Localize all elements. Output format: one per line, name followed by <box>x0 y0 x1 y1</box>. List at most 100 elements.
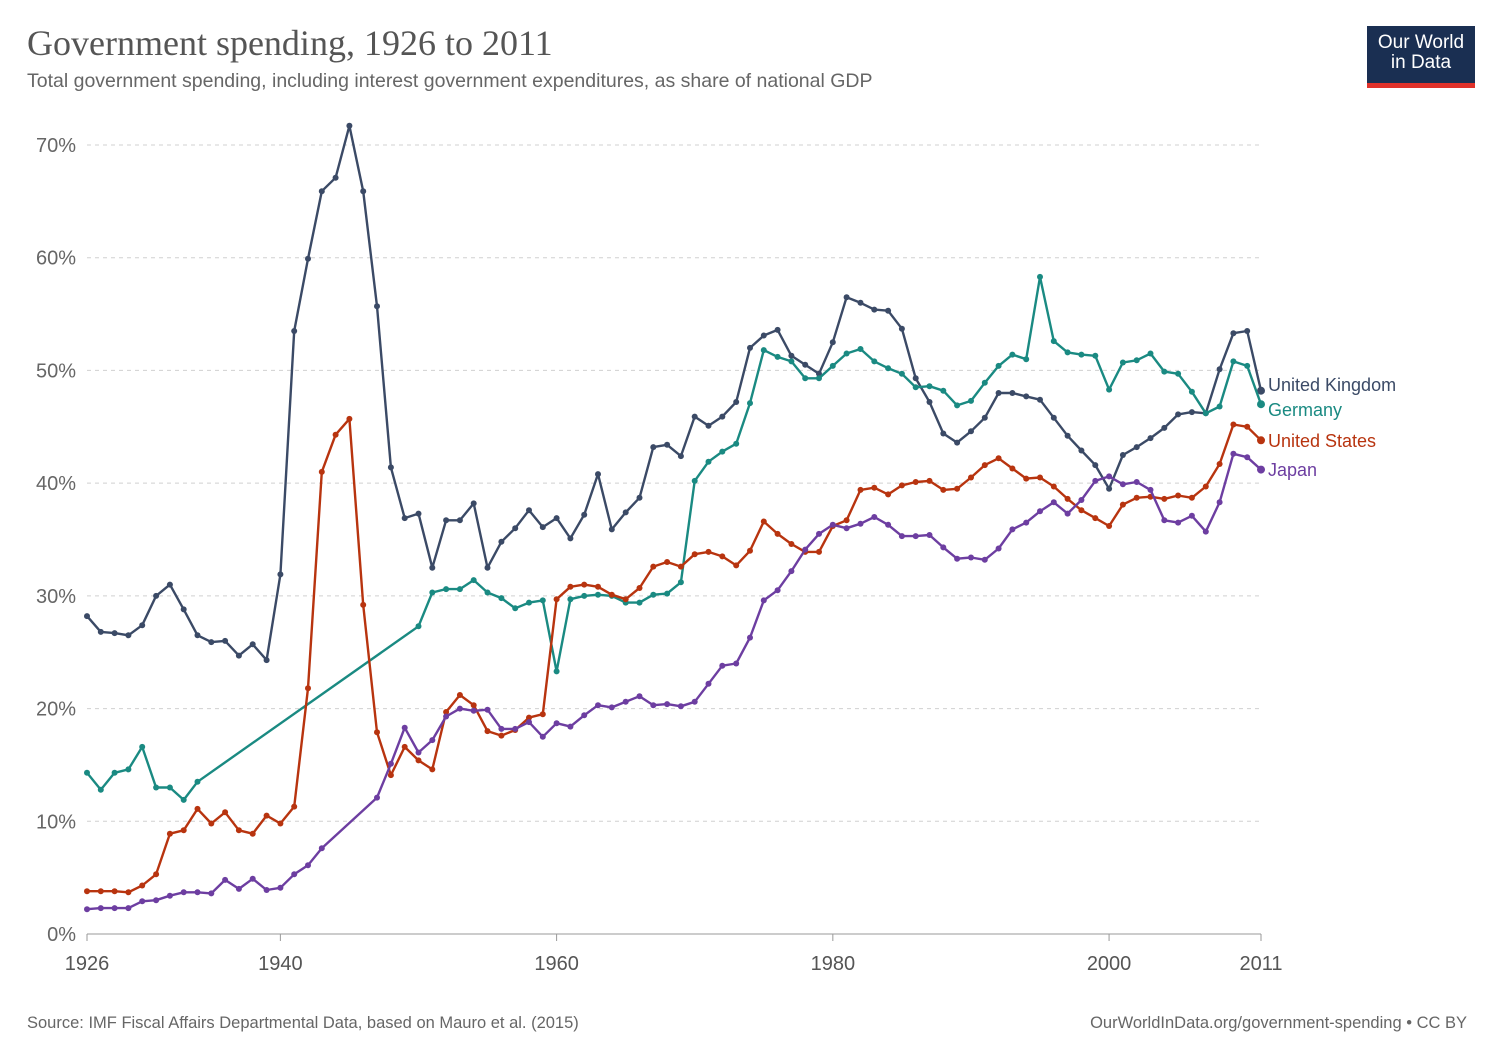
germany-point[interactable] <box>636 599 643 606</box>
germany-point[interactable] <box>1147 350 1154 357</box>
united-kingdom-point[interactable] <box>470 500 477 507</box>
united-kingdom-line[interactable] <box>86 124 1263 662</box>
united-states-point[interactable] <box>1023 475 1030 482</box>
germany-point[interactable] <box>677 579 684 586</box>
japan-point[interactable] <box>443 713 450 720</box>
united-states-point[interactable] <box>166 830 173 837</box>
japan-point[interactable] <box>1216 499 1223 506</box>
united-kingdom-point[interactable] <box>885 307 892 314</box>
united-kingdom-point[interactable] <box>829 339 836 346</box>
united-kingdom-point[interactable] <box>1050 414 1057 421</box>
germany-point[interactable] <box>180 796 187 803</box>
germany-point[interactable] <box>139 743 146 750</box>
germany-point[interactable] <box>498 595 505 602</box>
japan-point[interactable] <box>539 733 546 740</box>
united-states-point[interactable] <box>470 702 477 709</box>
japan-point[interactable] <box>677 703 684 710</box>
japan-point[interactable] <box>429 737 436 744</box>
germany-point[interactable] <box>912 384 919 391</box>
united-kingdom-point[interactable] <box>995 390 1002 396</box>
united-kingdom-point[interactable] <box>291 328 298 334</box>
united-states-point[interactable] <box>816 548 822 555</box>
germany-point[interactable] <box>774 353 781 360</box>
japan-point[interactable] <box>1037 508 1043 515</box>
germany-point[interactable] <box>843 350 850 357</box>
japan-point[interactable] <box>691 698 698 705</box>
united-kingdom-point[interactable] <box>318 188 325 195</box>
germany-point[interactable] <box>926 383 933 390</box>
united-states-point[interactable] <box>208 820 215 827</box>
united-states-point[interactable] <box>857 486 864 493</box>
germany-point[interactable] <box>802 375 809 382</box>
germany-point[interactable] <box>829 362 836 369</box>
united-states-point[interactable] <box>981 462 988 469</box>
united-states-point[interactable] <box>1244 423 1251 430</box>
japan-point[interactable] <box>788 568 795 575</box>
germany-point[interactable] <box>954 402 961 409</box>
united-kingdom-point[interactable] <box>1230 330 1237 337</box>
germany-point[interactable] <box>595 591 601 598</box>
united-kingdom-point[interactable] <box>97 628 104 635</box>
germany-point[interactable] <box>1133 357 1140 364</box>
japan-line[interactable] <box>86 452 1262 911</box>
united-states-point[interactable] <box>139 882 146 889</box>
germany-point[interactable] <box>1175 370 1182 377</box>
japan-point[interactable] <box>968 554 974 561</box>
germany-point[interactable] <box>885 365 892 372</box>
japan-point[interactable] <box>719 662 726 669</box>
germany-point[interactable] <box>429 589 436 596</box>
japan-point[interactable] <box>1244 454 1251 461</box>
japan-point[interactable] <box>581 712 588 719</box>
united-kingdom-point[interactable] <box>774 326 781 333</box>
united-states-point[interactable] <box>760 518 767 525</box>
germany-point[interactable] <box>484 589 491 596</box>
united-states-point[interactable] <box>954 485 961 492</box>
united-kingdom-point[interactable] <box>1175 411 1182 418</box>
united-kingdom-point[interactable] <box>526 507 532 514</box>
germany-point[interactable] <box>650 591 657 598</box>
japan-point[interactable] <box>249 875 256 882</box>
germany-point[interactable] <box>1257 400 1265 409</box>
united-kingdom-point[interactable] <box>125 632 132 639</box>
united-states-point[interactable] <box>235 827 242 834</box>
united-states-point[interactable] <box>1106 523 1113 529</box>
united-states-point[interactable] <box>360 601 367 608</box>
series-label-germany[interactable]: Germany <box>1268 400 1342 420</box>
united-kingdom-point[interactable] <box>360 188 367 195</box>
germany-point[interactable] <box>1244 362 1251 369</box>
united-states-point[interactable] <box>995 455 1002 462</box>
united-kingdom-point[interactable] <box>139 622 146 629</box>
germany-point[interactable] <box>719 448 726 455</box>
united-kingdom-point[interactable] <box>346 122 353 129</box>
united-kingdom-point[interactable] <box>484 564 491 571</box>
united-states-point[interactable] <box>429 766 436 773</box>
united-kingdom-point[interactable] <box>664 441 671 448</box>
germany-point[interactable] <box>415 623 422 630</box>
germany-point[interactable] <box>470 577 477 584</box>
germany-point[interactable] <box>553 668 560 675</box>
united-states-point[interactable] <box>1161 495 1168 502</box>
japan-point[interactable] <box>526 719 532 726</box>
united-kingdom-point[interactable] <box>898 325 905 332</box>
germany-point[interactable] <box>1078 351 1085 358</box>
united-kingdom-point[interactable] <box>968 428 974 435</box>
united-kingdom-point[interactable] <box>843 294 850 301</box>
germany-point[interactable] <box>981 379 988 386</box>
germany-point[interactable] <box>1119 359 1126 366</box>
united-kingdom-point[interactable] <box>816 370 822 377</box>
united-kingdom-point[interactable] <box>208 639 215 646</box>
united-kingdom-point[interactable] <box>636 494 643 501</box>
united-kingdom-point[interactable] <box>1009 390 1016 396</box>
germany-point[interactable] <box>443 586 450 593</box>
united-states-point[interactable] <box>1119 501 1126 508</box>
japan-point[interactable] <box>194 889 201 896</box>
united-states-point[interactable] <box>263 812 270 819</box>
united-states-point[interactable] <box>180 827 187 834</box>
germany-point[interactable] <box>1037 273 1043 280</box>
japan-point[interactable] <box>636 693 643 700</box>
united-kingdom-point[interactable] <box>401 515 408 522</box>
united-kingdom-point[interactable] <box>940 430 947 437</box>
japan-point[interactable] <box>1161 517 1168 524</box>
united-kingdom-point[interactable] <box>249 641 256 648</box>
united-kingdom-point[interactable] <box>263 657 270 664</box>
